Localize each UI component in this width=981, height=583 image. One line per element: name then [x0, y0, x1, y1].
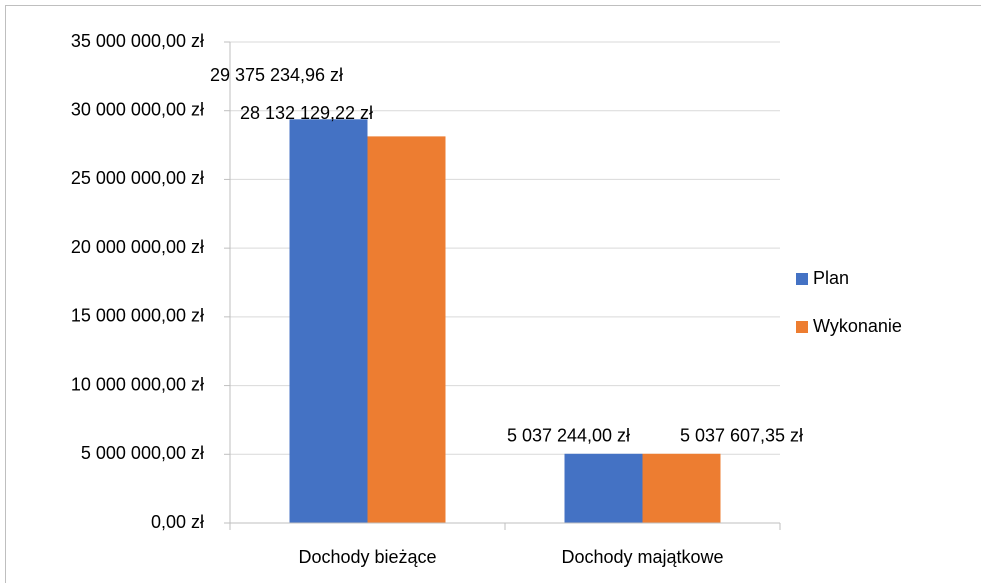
data-label: 29 375 234,96 zł — [210, 65, 343, 85]
legend-swatch — [796, 321, 808, 333]
y-tick-label: 10 000 000,00 zł — [71, 374, 204, 394]
x-tick-label: Dochody bieżące — [298, 547, 436, 567]
y-tick-label: 35 000 000,00 zł — [71, 31, 204, 51]
bar — [564, 453, 643, 523]
data-label: 28 132 129,22 zł — [240, 103, 373, 123]
bar — [367, 136, 446, 524]
data-label: 5 037 607,35 zł — [680, 426, 803, 446]
y-tick-label: 5 000 000,00 zł — [81, 443, 204, 463]
x-tick-label: Dochody majątkowe — [561, 547, 723, 567]
data-label: 5 037 244,00 zł — [507, 426, 630, 446]
y-tick-label: 15 000 000,00 zł — [71, 306, 204, 326]
legend-swatch — [796, 273, 808, 285]
y-tick-label: 25 000 000,00 zł — [71, 168, 204, 188]
y-tick-label: 20 000 000,00 zł — [71, 237, 204, 257]
y-tick-label: 0,00 zł — [151, 512, 204, 532]
legend-label: Wykonanie — [813, 316, 902, 336]
bar — [289, 119, 368, 523]
y-tick-label: 30 000 000,00 zł — [71, 99, 204, 119]
chart-frame — [5, 5, 981, 583]
legend-label: Plan — [813, 268, 849, 288]
bar — [642, 453, 721, 523]
